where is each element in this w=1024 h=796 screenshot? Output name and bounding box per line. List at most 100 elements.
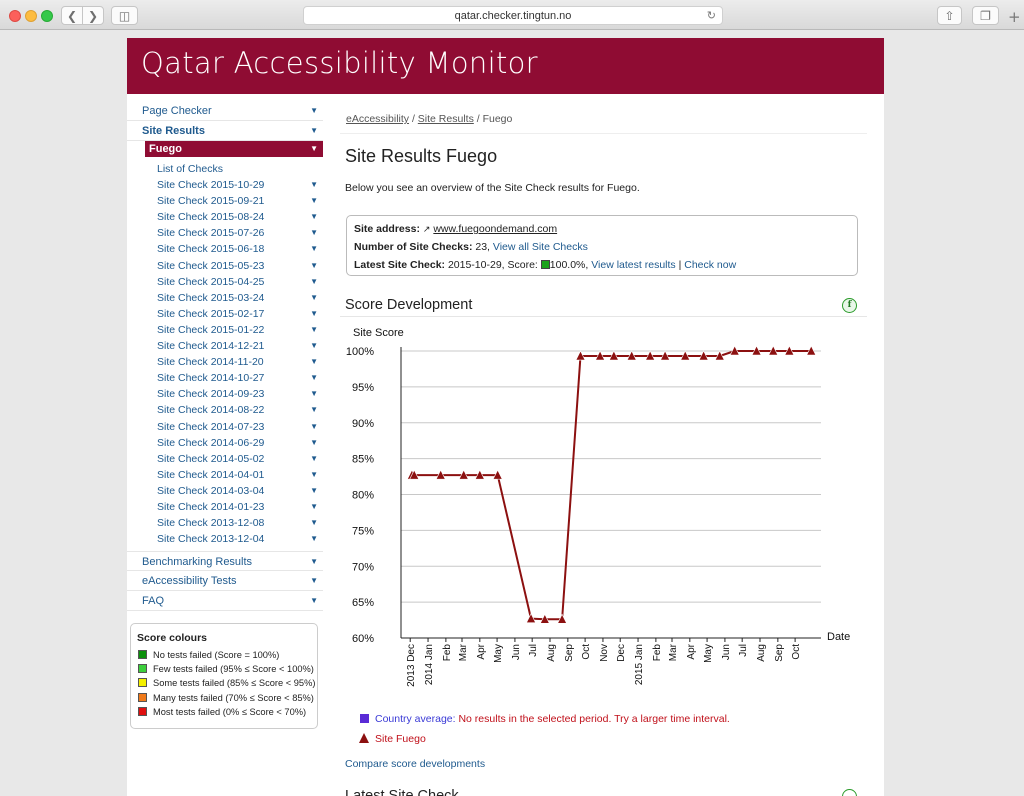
triangle-down-icon[interactable]: ▼ [310, 389, 318, 399]
triangle-down-icon[interactable]: ▼ [310, 501, 318, 511]
triangle-down-icon[interactable]: ▼ [310, 260, 318, 270]
sidebar-item-benchmarking[interactable]: Benchmarking Results ▼ [127, 551, 323, 572]
x-tick-label: Mar [668, 643, 679, 661]
facebook-share-icon[interactable]: f [842, 298, 857, 313]
sidebar-item-site-check[interactable]: Site Check 2015-08-24 ▼ [157, 209, 323, 225]
triangle-down-icon[interactable]: ▼ [310, 324, 318, 334]
sidebar-item-site-check[interactable]: Site Check 2014-04-01 ▼ [157, 467, 323, 483]
sidebar-item-site-check[interactable]: Site Check 2014-08-22 ▼ [157, 402, 323, 418]
back-button[interactable]: ❮ [61, 6, 83, 25]
view-latest-results-link[interactable]: View latest results [591, 259, 676, 271]
browser-toolbar: ❮ ❯ ◫ qatar.checker.tingtun.no ↻ ⇧ ❐ + [0, 0, 1024, 30]
sidebar-item-site-check[interactable]: Site Check 2015-09-21 ▼ [157, 193, 323, 209]
triangle-down-icon[interactable]: ▼ [310, 126, 318, 135]
sidebar-item-site-check[interactable]: Site Check 2015-01-22 ▼ [157, 322, 323, 338]
triangle-down-icon[interactable]: ▼ [310, 228, 318, 238]
site-title[interactable]: Qatar Accessibility Monitor [141, 46, 538, 80]
new-tab-button[interactable]: + [1008, 8, 1021, 26]
zoom-window-button[interactable] [41, 10, 53, 22]
sidebar-item-site-check[interactable]: Site Check 2014-01-23 ▼ [157, 499, 323, 515]
share-button[interactable]: ⇧ [937, 6, 962, 25]
sidebar-item-site-check[interactable]: Site Check 2015-10-29 ▼ [157, 177, 323, 193]
triangle-down-icon[interactable]: ▼ [310, 534, 318, 544]
sidebar-item-list-of-checks[interactable]: List of Checks [157, 161, 323, 177]
triangle-down-icon[interactable]: ▼ [310, 341, 318, 351]
score-colour-label: Some tests failed (85% ≤ Score < 95%) [153, 678, 316, 689]
data-point-triangle [595, 350, 606, 361]
chevron-right-icon: ❯ [87, 8, 99, 23]
series-line-site-fuego [411, 350, 812, 621]
triangle-down-icon[interactable]: ▼ [310, 180, 318, 190]
legend-country-average[interactable]: Country average: No results in the selec… [359, 712, 730, 732]
sidebar-item-site-check[interactable]: Site Check 2013-12-04 ▼ [157, 531, 323, 547]
triangle-down-icon[interactable]: ▼ [310, 144, 318, 153]
sidebar-item-site-check[interactable]: Site Check 2014-07-23 ▼ [157, 419, 323, 435]
sidebar-item-label: Site Check 2014-11-20 [157, 356, 264, 369]
triangle-down-icon[interactable]: ▼ [310, 196, 318, 206]
sidebar-item-site-check[interactable]: Site Check 2015-04-25 ▼ [157, 274, 323, 290]
sidebar-item-site-check[interactable]: Site Check 2014-05-02 ▼ [157, 451, 323, 467]
triangle-down-icon[interactable]: ▼ [310, 421, 318, 431]
address-bar[interactable]: qatar.checker.tingtun.no ↻ [303, 6, 723, 25]
sidebar-item-eaccessibility-tests[interactable]: eAccessibility Tests ▼ [127, 571, 323, 592]
triangle-down-icon[interactable]: ▼ [310, 292, 318, 302]
triangle-down-icon[interactable]: ▼ [310, 357, 318, 367]
triangle-down-icon[interactable]: ▼ [310, 106, 318, 115]
reload-icon[interactable]: ↻ [706, 10, 716, 22]
sidebar-item-label: Site Check 2013-12-08 [157, 517, 265, 530]
sidebar-item-site-check[interactable]: Site Check 2014-12-21 ▼ [157, 338, 323, 354]
breadcrumb-link-site-results[interactable]: Site Results [417, 113, 474, 125]
x-tick-label: Jul [738, 644, 749, 657]
sidebar-item-site-check[interactable]: Site Check 2014-03-04 ▼ [157, 483, 323, 499]
triangle-down-icon[interactable]: ▼ [310, 212, 318, 222]
sidebar-item-label: Site Results [142, 125, 205, 137]
triangle-down-icon[interactable]: ▼ [310, 276, 318, 286]
triangle-down-icon[interactable]: ▼ [310, 437, 318, 447]
y-tick-label: 65% [352, 597, 374, 609]
close-window-button[interactable] [9, 10, 21, 22]
minimize-window-button[interactable] [25, 10, 37, 22]
triangle-down-icon[interactable]: ▼ [310, 244, 318, 254]
sidebar-item-label: Site Check 2015-03-24 [157, 291, 265, 304]
view-all-checks-link[interactable]: View all Site Checks [492, 241, 588, 253]
sidebar-item-page-checker[interactable]: Page Checker ▼ [127, 101, 323, 121]
compare-score-developments-link[interactable]: Compare score developments [345, 758, 486, 770]
sidebar-toggle-button[interactable]: ◫ [111, 6, 138, 25]
site-address-link[interactable]: www.fuegoondemand.com [433, 223, 558, 235]
triangle-down-icon[interactable]: ▼ [310, 596, 318, 606]
data-point-triangle [768, 345, 779, 356]
x-tick-label: Apr [686, 643, 697, 659]
triangle-down-icon[interactable]: ▼ [310, 453, 318, 463]
y-tick-label: 60% [352, 633, 374, 645]
sidebar-item-site-check[interactable]: Site Check 2014-10-27 ▼ [157, 370, 323, 386]
tab-overview-button[interactable]: ❐ [972, 6, 999, 25]
triangle-down-icon[interactable]: ▼ [310, 576, 318, 586]
sidebar-item-site-check[interactable]: Site Check 2015-05-23 ▼ [157, 258, 323, 274]
x-tick-label: Oct [791, 644, 802, 660]
triangle-down-icon[interactable]: ▼ [310, 469, 318, 479]
sidebar-item-site-check[interactable]: Site Check 2015-06-18 ▼ [157, 241, 323, 257]
triangle-down-icon[interactable]: ▼ [310, 518, 318, 528]
triangle-down-icon[interactable]: ▼ [310, 485, 318, 495]
x-tick-label: Dec [616, 644, 627, 662]
sidebar-item-site-check[interactable]: Site Check 2015-07-26 ▼ [157, 225, 323, 241]
sidebar-item-site-results[interactable]: Site Results ▼ [127, 121, 323, 141]
sidebar-item-site-check[interactable]: Site Check 2013-12-08 ▼ [157, 515, 323, 531]
check-now-link[interactable]: Check now [684, 259, 737, 271]
triangle-down-icon[interactable]: ▼ [310, 557, 318, 567]
legend-site-fuego[interactable]: Site Fuego [359, 732, 730, 752]
sidebar-item-site-check[interactable]: Site Check 2014-11-20 ▼ [157, 354, 323, 370]
sidebar-item-site-check[interactable]: Site Check 2014-09-23 ▼ [157, 386, 323, 402]
forward-button[interactable]: ❯ [82, 6, 104, 25]
sidebar-item-fuego[interactable]: Fuego ▼ [145, 141, 323, 157]
triangle-down-icon[interactable]: ▼ [310, 405, 318, 415]
sidebar-item-site-check[interactable]: Site Check 2015-03-24 ▼ [157, 290, 323, 306]
triangle-down-icon[interactable]: ▼ [310, 373, 318, 383]
sidebar-item-site-check[interactable]: Site Check 2015-02-17 ▼ [157, 306, 323, 322]
breadcrumb-link-eaccessibility[interactable]: eAccessibility [346, 113, 410, 125]
sidebar-item-site-check[interactable]: Site Check 2014-06-29 ▼ [157, 435, 323, 451]
sidebar-item-label: Fuego [149, 143, 182, 155]
x-tick-label: 2014 Jan [424, 644, 435, 685]
triangle-down-icon[interactable]: ▼ [310, 308, 318, 318]
sidebar-item-faq[interactable]: FAQ ▼ [127, 591, 323, 612]
